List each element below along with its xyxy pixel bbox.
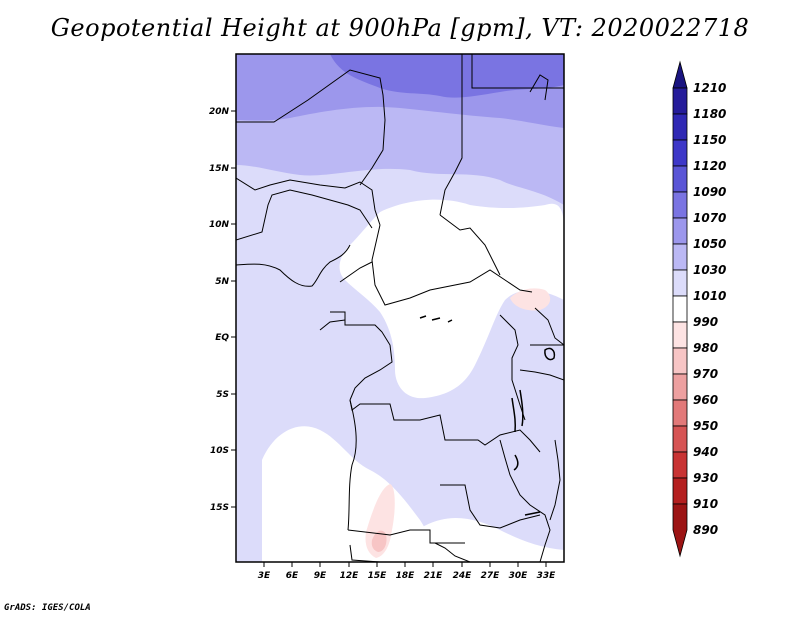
colorbar-swatch [672, 399, 688, 427]
lakes [419, 315, 556, 516]
lat-tick-label: 15S [210, 503, 229, 513]
colorbar-label: 980 [693, 341, 718, 355]
colorbar-label: 890 [693, 523, 718, 537]
country-borders [236, 54, 564, 562]
colorbar-swatch [672, 503, 688, 558]
lon-tick-label: 21E [424, 571, 444, 581]
colorbar-label: 1120 [693, 159, 726, 173]
colorbar-label: 970 [693, 367, 718, 381]
lat-tick-label: 20N [209, 107, 230, 117]
colorbar-swatch [672, 321, 688, 349]
lat-tick-label: 5S [216, 390, 229, 400]
colorbar-swatch [672, 477, 688, 505]
lon-tick-label: 24E [453, 571, 473, 581]
chart-title: Geopotential Height at 900hPa [gpm], VT:… [50, 14, 750, 42]
lon-tick-label: 9E [314, 571, 327, 581]
colorbar: 1210 1180 1150 1120 1090 1070 1050 1030 1010 990 9… [672, 60, 726, 558]
lat-tick-label: 10N [209, 220, 230, 230]
colorbar-swatch [672, 139, 688, 167]
colorbar-label: 940 [693, 445, 718, 459]
colorbar-label: 1010 [693, 289, 726, 303]
colorbar-label: 990 [693, 315, 718, 329]
longitude-axis: 3E 6E 9E 12E 15E 18E 21E 24E 27E 30E 33E [258, 562, 556, 581]
latitude-axis: 20N 15N 10N 5N EQ 5S 10S 15S [209, 107, 236, 513]
colorbar-swatch [672, 87, 688, 115]
lat-tick-label: EQ [215, 333, 229, 343]
colorbar-label: 960 [693, 393, 718, 407]
colorbar-swatch [672, 373, 688, 401]
field-1070-1090 [330, 54, 564, 98]
colorbar-label: 1180 [693, 107, 726, 121]
colorbar-swatch [672, 60, 688, 89]
colorbar-label: 910 [693, 497, 718, 511]
grads-credit: GrADS: IGES/COLA [4, 603, 91, 613]
colorbar-label: 1090 [693, 185, 726, 199]
lon-tick-label: 15E [368, 571, 388, 581]
lon-tick-label: 6E [286, 571, 299, 581]
lon-tick-label: 30E [509, 571, 529, 581]
map-frame [235, 53, 565, 563]
colorbar-label: 1030 [693, 263, 726, 277]
colorbar-label: 1070 [693, 211, 726, 225]
colorbar-label: 950 [693, 419, 718, 433]
colorbar-label: 1050 [693, 237, 726, 251]
colorbar-label: 1150 [693, 133, 726, 147]
colorbar-label: 930 [693, 471, 718, 485]
field-990-1010-central [339, 199, 564, 399]
field-980-990-east [510, 288, 551, 311]
field-990-1010-south [262, 426, 440, 562]
colorbar-swatch [672, 269, 688, 297]
colorbar-swatch [672, 113, 688, 141]
lat-tick-label: 5N [215, 277, 229, 287]
colorbar-swatch [672, 347, 688, 375]
colorbar-label: 1210 [693, 81, 726, 95]
colorbar-swatch [672, 425, 688, 453]
colorbar-swatch [672, 191, 688, 219]
colorbar-swatch [672, 451, 688, 479]
colorbar-swatch [672, 217, 688, 245]
colorbar-swatch [672, 243, 688, 271]
field-990-1010-southeast [380, 518, 564, 562]
lon-tick-label: 33E [537, 571, 557, 581]
geopotential-field [236, 54, 564, 562]
lon-tick-label: 3E [258, 571, 271, 581]
lon-tick-label: 18E [396, 571, 416, 581]
lat-tick-label: 15N [209, 164, 230, 174]
field-970-980-south [371, 530, 387, 552]
colorbar-swatch [672, 165, 688, 193]
lon-tick-label: 12E [340, 571, 360, 581]
lon-tick-label: 27E [481, 571, 501, 581]
lat-tick-label: 10S [210, 446, 229, 456]
colorbar-swatch [672, 295, 688, 323]
